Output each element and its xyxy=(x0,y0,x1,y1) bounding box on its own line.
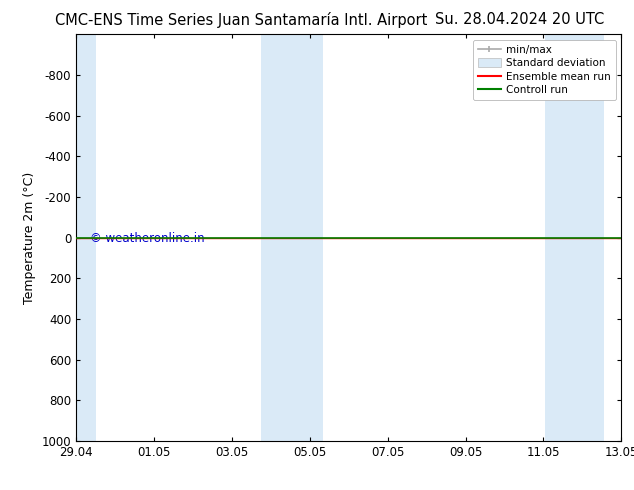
Text: Su. 28.04.2024 20 UTC: Su. 28.04.2024 20 UTC xyxy=(436,12,604,27)
Legend: min/max, Standard deviation, Ensemble mean run, Controll run: min/max, Standard deviation, Ensemble me… xyxy=(473,40,616,100)
Bar xyxy=(261,34,323,441)
Text: CMC-ENS Time Series Juan Santamaría Intl. Airport: CMC-ENS Time Series Juan Santamaría Intl… xyxy=(55,12,427,28)
Bar xyxy=(74,34,96,441)
Text: © weatheronline.in: © weatheronline.in xyxy=(90,232,204,245)
Bar xyxy=(545,34,604,441)
Y-axis label: Temperature 2m (°C): Temperature 2m (°C) xyxy=(23,172,36,304)
